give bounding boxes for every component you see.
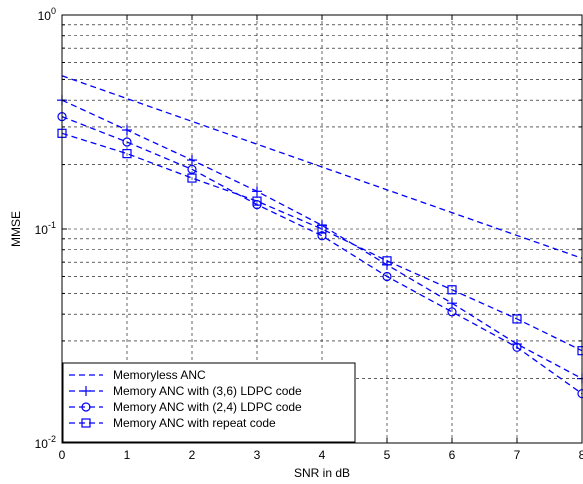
y-tick-label: 10-2 [35,434,56,451]
circle-marker [447,307,457,317]
circle-marker [382,271,392,282]
series-group [57,75,583,399]
square-marker [317,224,327,234]
x-tick-label: 0 [59,448,66,462]
y-tick-label: 10-1 [35,220,56,237]
x-tick-label: 8 [579,448,583,462]
square-marker [382,256,392,266]
x-tick-label: 6 [449,448,456,462]
x-axis-label: SNR in dB [294,466,350,480]
x-tick-label: 7 [514,448,521,462]
square-marker [187,173,197,183]
series-line [61,116,583,395]
x-tick-label: 2 [189,448,196,462]
circle-marker [187,164,197,174]
legend-label: Memory ANC with (3,6) LDPC code [113,384,302,398]
legend-label: Memoryless ANC [113,368,206,382]
circle-marker [122,137,132,147]
circle-marker [317,231,327,241]
square-marker [447,285,457,295]
series-line [61,132,583,352]
x-tick-label: 4 [319,448,326,462]
series-line [61,75,583,259]
legend-label: Memory ANC with (2,4) LDPC code [113,400,302,414]
legend-label: Memory ANC with repeat code [113,416,276,430]
x-tick-label: 3 [254,448,261,462]
x-tick-label: 5 [384,448,391,462]
circle-marker [81,402,91,412]
square-marker [122,149,132,159]
legend: Memoryless ANC Memory ANC with (3,6) LDPC… [62,362,356,443]
legend-box [62,362,356,443]
y-tick-label: 100 [38,6,56,23]
square-marker [252,196,262,206]
square-marker [81,418,91,428]
y-axis-label: MMSE [9,211,23,247]
series-line [61,99,583,380]
x-tick-label: 1 [124,448,131,462]
square-marker [512,314,522,324]
circle-marker [512,342,522,352]
